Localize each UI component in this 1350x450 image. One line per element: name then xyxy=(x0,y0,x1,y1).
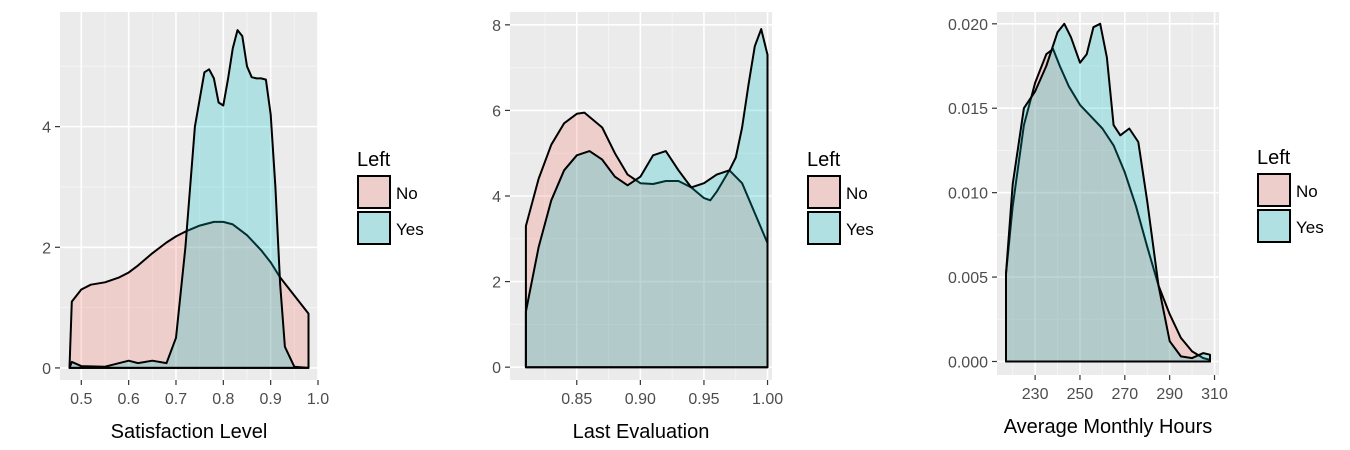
x-tick-label: 230 xyxy=(1022,386,1049,403)
legend-swatch-yes xyxy=(357,211,391,245)
chart-panel-1: 0 2 4 0.5 0.6 0.7 0.8 0.9 1.0 Satisfaction Level L… xyxy=(42,12,424,443)
x-tick-label: 0.6 xyxy=(118,391,140,408)
y-tick-label: 4 xyxy=(492,189,501,206)
legend-label-no: No xyxy=(396,184,418,203)
legend-title: Left xyxy=(1257,147,1291,169)
legend-title: Left xyxy=(357,149,391,171)
x-tick-label: 0.95 xyxy=(688,391,719,408)
x-tick-label: 1.00 xyxy=(752,391,783,408)
y-tick-label: 0 xyxy=(492,360,501,377)
density-area-no xyxy=(68,220,310,369)
y-tick-label: 0.015 xyxy=(948,101,988,118)
chart-panel-2: 0 2 4 6 8 0.85 0.90 0.95 1.00 Last Evaluation Left… xyxy=(492,12,874,443)
y-tick-label: 8 xyxy=(492,18,501,35)
chart-panel-3: 0.000 0.005 0.010 0.015 0.020 230 250 270 290 310… xyxy=(948,12,1324,438)
legend-key-background xyxy=(358,212,390,244)
y-tick-label: 0.005 xyxy=(948,270,988,287)
x-tick-label: 290 xyxy=(1156,386,1183,403)
y-tick-label: 0.010 xyxy=(948,186,988,203)
legend-label-yes: Yes xyxy=(1296,218,1324,237)
legend-swatch-yes xyxy=(807,211,841,245)
legend-swatch-yes xyxy=(1257,209,1291,243)
y-tick-label: 2 xyxy=(42,240,51,257)
x-tick-label: 270 xyxy=(1111,386,1138,403)
x-tick-label: 0.85 xyxy=(561,391,592,408)
x-tick-label: 0.9 xyxy=(260,391,282,408)
x-tick-label: 0.90 xyxy=(625,391,656,408)
legend-label-no: No xyxy=(1296,182,1318,201)
x-tick-label: 1.0 xyxy=(307,391,329,408)
legend: Left No Yes xyxy=(1257,147,1324,243)
y-tick-label: 2 xyxy=(492,275,501,292)
x-tick-label: 0.7 xyxy=(165,391,187,408)
x-axis-title: Average Monthly Hours xyxy=(1004,416,1213,438)
y-tick-label: 0 xyxy=(42,361,51,378)
x-tick-label: 250 xyxy=(1067,386,1094,403)
x-tick-label: 310 xyxy=(1201,386,1228,403)
legend-key-background xyxy=(808,212,840,244)
density-area-yes xyxy=(68,29,310,369)
x-tick-label: 0.5 xyxy=(70,391,92,408)
legend-swatch-no xyxy=(1257,173,1291,207)
y-tick-label: 4 xyxy=(42,120,51,137)
legend-key-background xyxy=(1258,174,1290,206)
legend-label-no: No xyxy=(846,184,868,203)
y-tick-label: 0.000 xyxy=(948,354,988,371)
x-axis-title: Satisfaction Level xyxy=(111,421,268,443)
legend: Left No Yes xyxy=(357,149,424,245)
legend-label-yes: Yes xyxy=(846,220,874,239)
density-area-yes xyxy=(524,28,769,369)
x-axis-title: Last Evaluation xyxy=(573,421,710,443)
legend-swatch-no xyxy=(807,175,841,209)
legend-key-background xyxy=(1258,210,1290,242)
y-tick-label: 0.020 xyxy=(948,17,988,34)
legend-key-background xyxy=(808,176,840,208)
density-area-no xyxy=(524,111,769,369)
legend-swatch-no xyxy=(357,175,391,209)
y-tick-label: 6 xyxy=(492,103,501,120)
legend: Left No Yes xyxy=(807,149,874,245)
legend-label-yes: Yes xyxy=(396,220,424,239)
legend-title: Left xyxy=(807,149,841,171)
density-area-yes xyxy=(1005,22,1211,363)
legend-key-background xyxy=(358,176,390,208)
x-tick-label: 0.8 xyxy=(212,391,234,408)
density-area-no xyxy=(1005,48,1211,363)
